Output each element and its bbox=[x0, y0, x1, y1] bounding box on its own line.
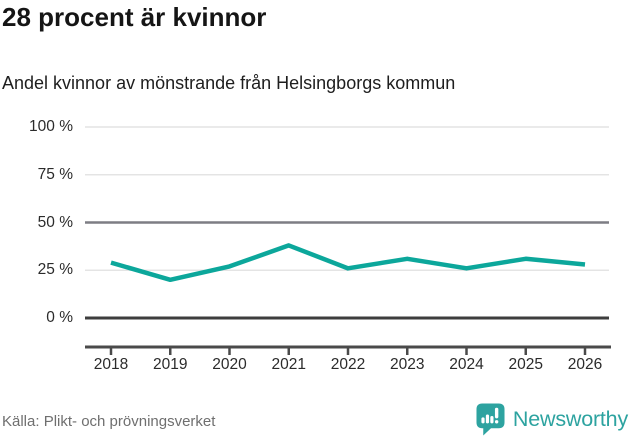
source-note: Källa: Plikt- och prövningsverket bbox=[2, 413, 216, 430]
y-tick-label: 100 % bbox=[29, 118, 73, 135]
y-tick-label: 0 % bbox=[46, 309, 73, 326]
x-tick-label: 2023 bbox=[390, 356, 425, 373]
x-tick-label: 2022 bbox=[330, 356, 366, 373]
chart-subtitle: Andel kvinnor av mönstrande från Helsing… bbox=[2, 73, 456, 93]
x-tick-label: 2021 bbox=[271, 356, 306, 373]
newsworthy-logo-text: Newsworthy bbox=[512, 407, 628, 431]
x-tick-label: 2020 bbox=[212, 356, 247, 373]
x-tick-label: 2024 bbox=[449, 356, 484, 373]
x-tick-label: 2019 bbox=[153, 356, 188, 373]
data-line-andel-kvinnor bbox=[110, 243, 586, 283]
newsworthy-logo-icon bbox=[476, 403, 505, 436]
y-tick-label: 25 % bbox=[37, 261, 73, 279]
newsworthy-logo: Newsworthy bbox=[476, 403, 628, 436]
y-tick-label: 75 % bbox=[37, 165, 73, 183]
chart-title: 28 procent är kvinnor bbox=[2, 2, 267, 32]
y-tick-label: 50 % bbox=[37, 213, 73, 231]
x-tick-label: 2018 bbox=[93, 356, 129, 373]
x-tick-label: 2025 bbox=[508, 356, 543, 373]
x-tick-label: 2026 bbox=[567, 356, 603, 373]
